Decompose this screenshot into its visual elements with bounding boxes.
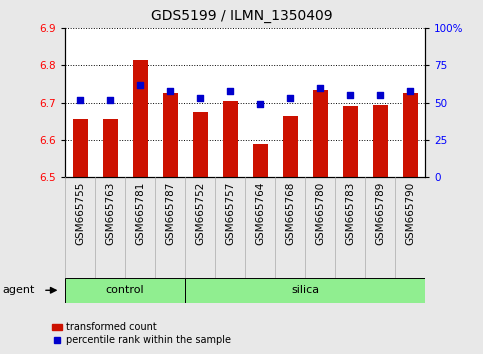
- Point: [76, 97, 84, 103]
- Bar: [163, 93, 178, 177]
- Text: GSM665764: GSM665764: [255, 182, 265, 245]
- Text: GSM665780: GSM665780: [315, 182, 325, 245]
- Bar: [223, 101, 238, 177]
- Point: [196, 95, 204, 101]
- Bar: [65, 278, 185, 303]
- Text: GSM665763: GSM665763: [105, 182, 115, 245]
- Bar: [283, 116, 298, 177]
- Point: [316, 85, 324, 91]
- Text: GSM665757: GSM665757: [225, 182, 235, 245]
- Point: [106, 97, 114, 103]
- Text: silica: silica: [291, 285, 319, 295]
- Bar: [253, 144, 268, 177]
- Bar: [402, 93, 417, 177]
- Point: [136, 82, 144, 88]
- Text: GSM665783: GSM665783: [345, 182, 355, 245]
- Bar: [185, 278, 425, 303]
- Text: agent: agent: [2, 285, 35, 295]
- Bar: [193, 112, 208, 177]
- Text: GSM665787: GSM665787: [165, 182, 175, 245]
- Point: [166, 88, 174, 93]
- Legend: transformed count, percentile rank within the sample: transformed count, percentile rank withi…: [48, 319, 235, 349]
- Text: control: control: [106, 285, 144, 295]
- Text: GSM665790: GSM665790: [405, 182, 415, 245]
- Point: [406, 88, 414, 93]
- Bar: [133, 60, 148, 177]
- Bar: [372, 104, 387, 177]
- Text: GSM665768: GSM665768: [285, 182, 295, 245]
- Text: GSM665752: GSM665752: [195, 182, 205, 245]
- Bar: [103, 119, 118, 177]
- Bar: [313, 90, 327, 177]
- Point: [376, 92, 384, 98]
- Text: GSM665755: GSM665755: [75, 182, 85, 245]
- Point: [226, 88, 234, 93]
- Point: [286, 95, 294, 101]
- Point: [256, 101, 264, 107]
- Bar: [342, 106, 357, 177]
- Bar: [73, 119, 88, 177]
- Text: GDS5199 / ILMN_1350409: GDS5199 / ILMN_1350409: [151, 9, 332, 23]
- Point: [346, 92, 354, 98]
- Text: GSM665789: GSM665789: [375, 182, 385, 245]
- Text: GSM665781: GSM665781: [135, 182, 145, 245]
